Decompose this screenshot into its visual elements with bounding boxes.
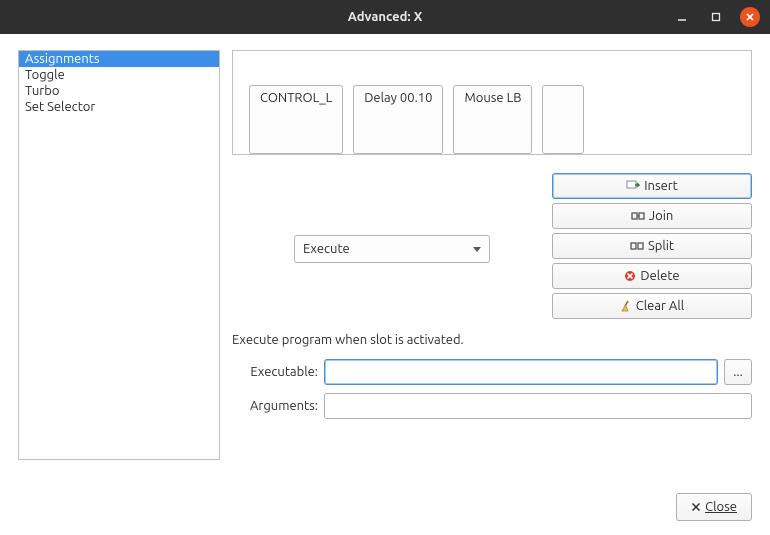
sidebar-item-label: Toggle	[25, 68, 65, 82]
delete-icon	[624, 270, 636, 282]
right-panel: CONTROL_L Delay 00.10 Mouse LB Execute	[232, 50, 752, 460]
mid-row: Execute Insert Join	[232, 173, 752, 319]
clear-all-button[interactable]: Clear All	[552, 293, 752, 319]
sidebar[interactable]: Assignments Toggle Turbo Set Selector	[18, 50, 220, 460]
action-combo[interactable]: Execute	[294, 235, 490, 263]
main-row: Assignments Toggle Turbo Set Selector CO…	[18, 50, 752, 460]
executable-row: Executable: ...	[232, 359, 752, 385]
sidebar-item-toggle[interactable]: Toggle	[19, 67, 219, 83]
arguments-input[interactable]	[324, 393, 752, 419]
titlebar-controls	[672, 7, 760, 27]
minimize-button[interactable]	[672, 7, 692, 27]
chevron-down-icon	[473, 247, 481, 252]
browse-button[interactable]: ...	[724, 359, 752, 385]
slot-chip[interactable]: CONTROL_L	[249, 85, 343, 154]
close-window-button[interactable]	[740, 7, 760, 27]
footer: Close	[676, 493, 752, 521]
executable-input[interactable]	[324, 359, 718, 385]
button-label: ...	[733, 365, 743, 379]
join-button[interactable]: Join	[552, 203, 752, 229]
close-icon	[691, 502, 701, 512]
button-label: Split	[648, 239, 674, 253]
split-icon	[630, 240, 644, 252]
insert-button[interactable]: Insert	[552, 173, 752, 199]
sidebar-item-turbo[interactable]: Turbo	[19, 83, 219, 99]
maximize-button[interactable]	[706, 7, 726, 27]
close-dialog-button[interactable]: Close	[676, 493, 752, 521]
sidebar-item-set-selector[interactable]: Set Selector	[19, 99, 219, 115]
slot-chip-label: Delay 00.10	[364, 91, 432, 105]
sidebar-item-assignments[interactable]: Assignments	[19, 51, 219, 67]
slot-chip[interactable]: Delay 00.10	[353, 85, 443, 154]
insert-icon	[626, 180, 640, 192]
window-title: Advanced: X	[0, 10, 770, 24]
delete-button[interactable]: Delete	[552, 263, 752, 289]
description-text: Execute program when slot is activated.	[232, 333, 752, 347]
button-label: Delete	[640, 269, 679, 283]
broom-icon	[620, 300, 632, 312]
action-select-area: Execute	[232, 173, 552, 319]
slot-chip-label: Mouse LB	[464, 91, 521, 105]
slot-chip-label: CONTROL_L	[260, 91, 332, 105]
window: Advanced: X Assignments Toggle Turbo Set…	[0, 0, 770, 535]
button-label: Close	[705, 500, 737, 514]
slot-chip[interactable]: Mouse LB	[453, 85, 532, 154]
button-label: Clear All	[636, 299, 684, 313]
slots-box: CONTROL_L Delay 00.10 Mouse LB	[232, 50, 752, 155]
sidebar-item-label: Turbo	[25, 84, 59, 98]
button-label: Join	[649, 209, 674, 223]
slot-chip-empty[interactable]	[542, 85, 584, 154]
content: Assignments Toggle Turbo Set Selector CO…	[0, 34, 770, 472]
arguments-label: Arguments:	[232, 399, 318, 413]
action-combo-value: Execute	[303, 242, 350, 256]
titlebar: Advanced: X	[0, 0, 770, 34]
executable-label: Executable:	[232, 365, 318, 379]
arguments-row: Arguments:	[232, 393, 752, 419]
action-buttons: Insert Join Split Delete	[552, 173, 752, 319]
sidebar-item-label: Assignments	[25, 52, 100, 66]
sidebar-item-label: Set Selector	[25, 100, 95, 114]
split-button[interactable]: Split	[552, 233, 752, 259]
button-label: Insert	[644, 179, 678, 193]
join-icon	[631, 210, 645, 222]
